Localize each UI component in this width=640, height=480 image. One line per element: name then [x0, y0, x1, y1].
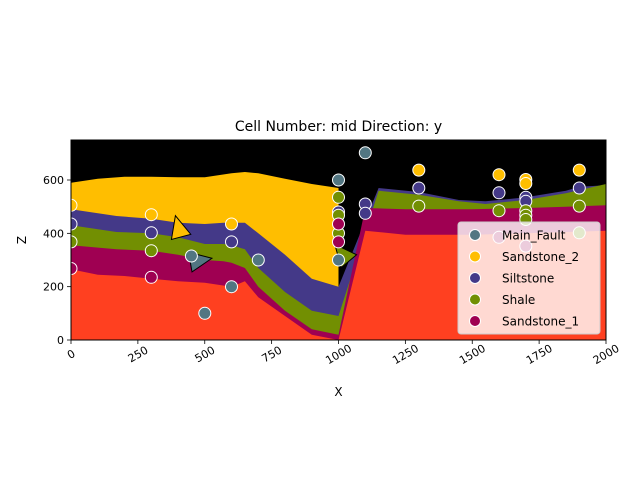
data-point-siltstone [144, 226, 158, 240]
y-tick-label: 600 [43, 174, 64, 187]
x-axis-label: X [334, 385, 342, 399]
x-tick-label: 1000 [323, 342, 354, 367]
x-tick-label: 500 [193, 344, 218, 366]
x-tick-label: 1500 [457, 342, 488, 367]
x-tick-label: 750 [260, 344, 285, 366]
data-point-siltstone [358, 206, 372, 220]
legend-label: Main_Fault [502, 229, 566, 243]
data-point-main-fault [332, 253, 345, 267]
legend-marker [469, 315, 481, 327]
data-point-main-fault [332, 173, 345, 187]
data-point-siltstone [412, 181, 426, 195]
data-point-sandstone-2 [144, 208, 158, 222]
legend-label: Shale [502, 293, 535, 307]
y-tick-label: 0 [57, 334, 64, 347]
x-axis: 0 250 500 750 1000 1250 1500 1750 2000 [65, 340, 622, 367]
data-point-shale [412, 199, 426, 213]
x-tick-label: 0 [65, 347, 78, 362]
y-tick-label: 200 [43, 281, 64, 294]
data-point-shale [572, 199, 586, 213]
y-axis-label: Z [15, 236, 29, 244]
data-point-main-fault [184, 249, 198, 263]
legend-marker [469, 250, 481, 263]
legend-label: Sandstone_2 [502, 250, 579, 264]
data-point-shale [332, 190, 345, 204]
data-point-sandstone-1 [144, 270, 158, 284]
data-point-siltstone [492, 186, 506, 200]
data-point-main-fault [358, 146, 372, 160]
legend-label: Siltstone [502, 272, 554, 286]
data-point-shale [144, 244, 158, 258]
y-axis: 0 200 400 600 [43, 174, 71, 347]
legend-marker [469, 293, 481, 306]
data-point-sandstone-2 [519, 177, 533, 190]
data-point-main-fault [225, 280, 238, 294]
data-point-sandstone-2 [492, 168, 506, 182]
data-point-shale [71, 235, 78, 249]
data-point-siltstone [71, 217, 78, 231]
x-tick-label: 250 [126, 344, 151, 366]
chart-title: Cell Number: mid Direction: y [235, 119, 442, 135]
data-point-sandstone-2 [412, 163, 426, 177]
legend-label: Sandstone_1 [502, 315, 579, 329]
data-point-sandstone-1 [71, 262, 78, 275]
data-point-siltstone [225, 235, 238, 249]
legend-marker [469, 272, 481, 284]
x-tick-label: 1750 [524, 342, 555, 367]
legend-marker [469, 229, 481, 241]
legend: Main_Fault Sandstone_2 Siltstone Shale Sands… [457, 221, 601, 335]
data-point-shale [492, 204, 506, 218]
data-point-sandstone-1 [332, 217, 345, 231]
data-point-sandstone-2 [225, 217, 238, 231]
x-tick-label: 2000 [591, 342, 622, 367]
data-point-sandstone-1 [332, 235, 345, 249]
y-tick-label: 400 [43, 227, 64, 240]
data-point-siltstone [572, 181, 586, 195]
data-point-main-fault [198, 306, 212, 320]
data-point-sandstone-2 [572, 163, 586, 177]
x-tick-label: 1250 [390, 342, 421, 367]
data-point-sandstone-2 [71, 198, 78, 212]
legend-box [457, 221, 601, 335]
orientation-marker [170, 214, 192, 241]
data-point-main-fault [251, 253, 265, 267]
